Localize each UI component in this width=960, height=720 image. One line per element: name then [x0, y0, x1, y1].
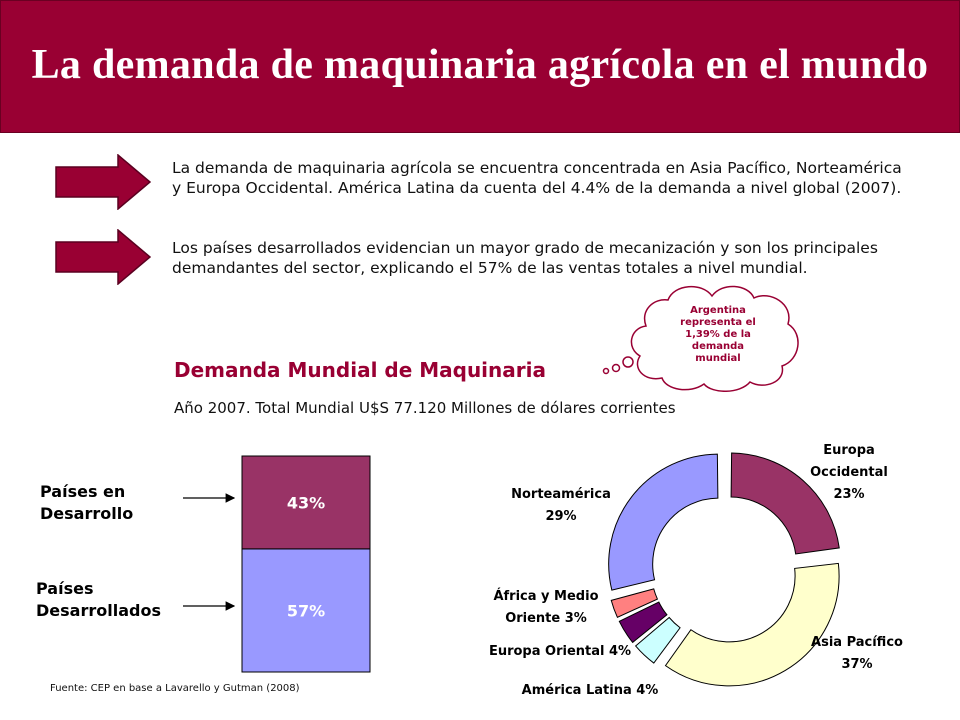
thought-cloud-icon	[602, 285, 799, 392]
source-note: Fuente: CEP en base a Lavarello y Gutman…	[50, 683, 300, 694]
bar-label-desarrollados: Países Desarrollados	[36, 579, 161, 620]
donut-label-europa-occidental: Europa Occidental 23%	[810, 443, 888, 502]
donut-slice-asia-pacifico	[664, 562, 840, 687]
donut-slice-europa-oriental	[618, 601, 668, 644]
chart-subtitle: Año 2007. Total Mundial U$S 77.120 Millo…	[174, 399, 676, 417]
bullet-text-1: La demanda de maquinaria agrícola se enc…	[172, 159, 902, 197]
donut-label-asia-pacifico: Asia Pacífico 37%	[811, 635, 903, 672]
donut-label-africa-y-medio-oriente: África y Medio Oriente 3%	[493, 588, 598, 626]
donut-label-america-latina: América Latina 4%	[522, 683, 659, 698]
stacked-bar-chart: 57% 43%	[241, 455, 371, 673]
donut-chart: Europa Occidental 23% Asia Pacífico 37% Améri…	[489, 443, 903, 698]
bar-label-en-desarrollo: Países en Desarrollo	[40, 482, 134, 523]
bar-segment-paises-en-desarrollo	[241, 455, 371, 550]
bar-value-label-paises-desarrollados: 57%	[287, 601, 325, 620]
bar-value-label-paises-en-desarrollo: 43%	[287, 493, 325, 512]
chart-title: Demanda Mundial de Maquinaria	[174, 358, 546, 382]
donut-slice-america-latina	[634, 616, 681, 664]
donut-slice-norteamerica	[608, 453, 719, 591]
donut-slice-africa-y-medio-oriente	[610, 588, 659, 619]
donut-label-norteamerica: Norteamérica 29%	[511, 487, 611, 524]
bullet-arrow-icon	[55, 229, 151, 285]
title-banner: La demanda de maquinaria agrícola en el …	[0, 0, 960, 133]
bullet-text-2: Los países desarrollados evidencian un m…	[172, 239, 878, 277]
donut-slice-europa-occidental	[730, 452, 840, 555]
bar-segment-paises-desarrollados	[241, 548, 371, 673]
callout-text: Argentina representa el 1,39% de la dema…	[680, 305, 756, 364]
bullet-arrow-icon	[55, 154, 151, 210]
page-title: La demanda de maquinaria agrícola en el …	[31, 42, 929, 88]
donut-label-europa-oriental: Europa Oriental 4%	[489, 644, 631, 659]
